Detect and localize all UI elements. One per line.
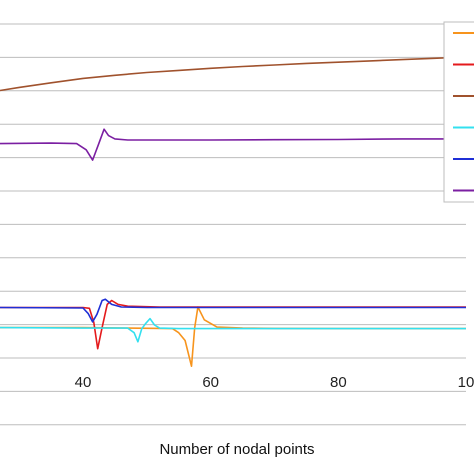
x-tick-labels: 40 60 80 10 — [75, 374, 474, 391]
gridlines — [0, 23, 466, 426]
x-tick-label: 10 — [458, 374, 474, 391]
legend-box — [443, 21, 474, 203]
series-line-6 — [0, 128, 466, 161]
series-line-5 — [0, 298, 466, 323]
x-tick-label: 60 — [202, 374, 219, 391]
x-tick-label: 40 — [75, 374, 92, 391]
x-tick-label: 80 — [330, 374, 347, 391]
series-line-1 — [0, 306, 466, 367]
x-axis-label: Number of nodal points — [159, 441, 315, 458]
series-lines — [0, 56, 467, 367]
series-line-4 — [0, 317, 466, 343]
legend — [443, 21, 474, 203]
series-line-3 — [0, 56, 467, 92]
